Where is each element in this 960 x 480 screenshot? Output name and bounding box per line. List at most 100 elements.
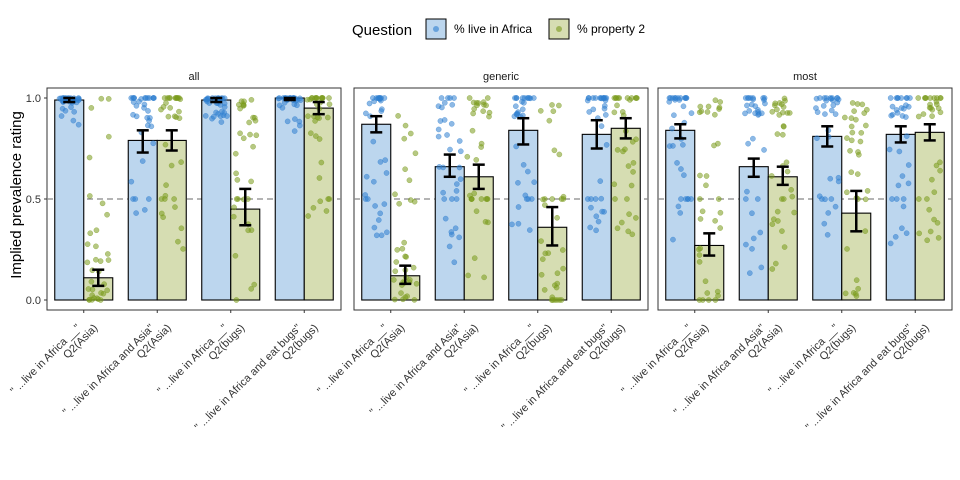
legend-label-live-africa: % live in Africa xyxy=(454,22,532,36)
data-point xyxy=(237,130,243,137)
data-point xyxy=(671,112,677,119)
data-point xyxy=(855,285,862,292)
bar xyxy=(361,123,392,301)
data-point xyxy=(84,259,91,266)
data-point xyxy=(128,178,135,185)
data-point xyxy=(372,203,378,209)
data-point xyxy=(473,157,480,163)
data-point xyxy=(827,175,834,182)
data-point xyxy=(603,142,610,148)
data-point xyxy=(240,135,247,142)
data-point xyxy=(844,189,850,196)
data-point xyxy=(549,102,555,108)
data-point xyxy=(398,290,404,296)
data-point xyxy=(104,211,110,218)
data-point xyxy=(602,112,609,118)
data-point xyxy=(829,95,836,101)
data-point xyxy=(681,172,687,178)
data-point xyxy=(682,196,689,202)
data-point xyxy=(696,259,703,265)
data-point xyxy=(326,95,332,101)
data-point xyxy=(677,95,684,101)
data-point xyxy=(312,133,319,139)
data-point xyxy=(849,129,856,136)
data-point xyxy=(75,97,82,104)
data-point xyxy=(383,170,390,176)
data-point xyxy=(630,160,637,166)
data-point xyxy=(678,166,684,172)
data-point xyxy=(775,218,781,224)
data-point xyxy=(453,188,460,194)
data-point xyxy=(162,141,169,148)
bar xyxy=(812,135,843,301)
data-point xyxy=(253,132,260,139)
data-point xyxy=(554,270,561,277)
data-point xyxy=(456,138,463,144)
data-point xyxy=(484,196,491,202)
data-point xyxy=(786,110,793,116)
data-point xyxy=(412,150,419,157)
data-point xyxy=(377,159,384,165)
data-point xyxy=(611,181,618,188)
data-point xyxy=(231,204,237,211)
data-point xyxy=(717,225,724,231)
data-point xyxy=(401,239,408,246)
data-point xyxy=(142,95,148,101)
data-point xyxy=(633,95,640,101)
data-point xyxy=(550,108,557,115)
data-point xyxy=(677,210,684,216)
data-point xyxy=(769,266,776,272)
data-point xyxy=(926,206,933,213)
data-point xyxy=(549,196,556,202)
data-point xyxy=(449,196,455,202)
data-point xyxy=(844,135,850,141)
data-point xyxy=(717,209,724,216)
data-point xyxy=(614,102,620,109)
data-point xyxy=(150,140,157,147)
data-point xyxy=(131,95,138,101)
data-point xyxy=(248,227,255,233)
data-point xyxy=(772,260,779,267)
data-point xyxy=(816,193,823,200)
data-point xyxy=(377,210,384,217)
data-point xyxy=(931,189,938,196)
data-point xyxy=(560,265,566,272)
data-point xyxy=(453,181,460,187)
data-point xyxy=(531,179,538,186)
data-point xyxy=(509,221,515,228)
data-point xyxy=(457,148,464,155)
data-point xyxy=(781,95,788,102)
data-point xyxy=(705,103,712,110)
data-point xyxy=(601,208,607,215)
data-point xyxy=(758,264,765,271)
data-point xyxy=(750,135,756,142)
data-point xyxy=(627,97,633,103)
data-point xyxy=(626,211,632,218)
data-point xyxy=(371,224,378,231)
data-point xyxy=(587,224,594,231)
data-point xyxy=(768,173,775,179)
data-point xyxy=(521,99,527,106)
data-point xyxy=(703,173,710,179)
data-point xyxy=(526,227,533,233)
data-point xyxy=(854,171,861,177)
data-point xyxy=(251,281,258,288)
data-point xyxy=(749,210,755,217)
data-point xyxy=(440,164,446,171)
data-point xyxy=(307,130,314,137)
data-point xyxy=(832,111,839,117)
data-point xyxy=(784,168,791,175)
data-point xyxy=(480,108,487,115)
data-point xyxy=(395,113,401,119)
data-point xyxy=(688,110,695,116)
data-point xyxy=(715,292,721,299)
data-point xyxy=(133,102,140,109)
bar xyxy=(914,131,945,301)
data-point xyxy=(435,133,442,140)
data-point xyxy=(757,229,764,236)
data-point xyxy=(441,196,448,202)
data-point xyxy=(232,150,239,157)
data-point xyxy=(783,159,790,166)
y-tick-label: 0.5 xyxy=(26,194,41,206)
data-point xyxy=(471,255,478,261)
